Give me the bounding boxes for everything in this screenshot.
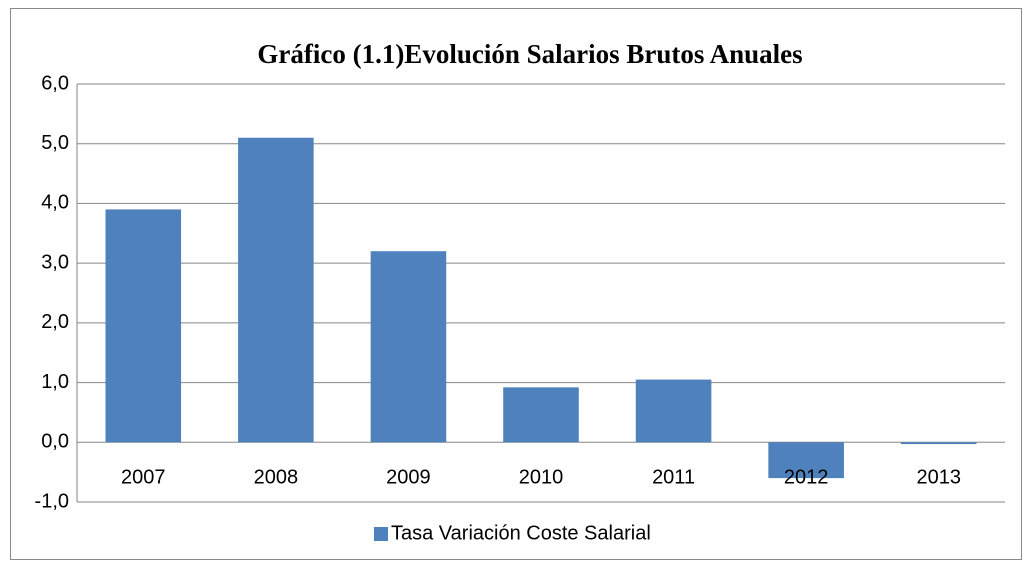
bar — [635, 379, 712, 443]
y-tick-label: 1,0 — [41, 371, 69, 393]
chart-title: Gráfico (1.1)Evolución Salarios Brutos A… — [257, 39, 802, 69]
legend-swatch — [374, 527, 388, 541]
bar — [900, 442, 977, 445]
y-tick-label: -1,0 — [35, 490, 69, 512]
bar — [105, 209, 182, 443]
x-tick-label: 2008 — [254, 467, 299, 489]
x-tick-label: 2012 — [784, 467, 829, 489]
y-tick-label: 4,0 — [41, 192, 69, 214]
y-tick-label: 6,0 — [41, 72, 69, 94]
x-tick-label: 2009 — [386, 467, 431, 489]
x-tick-label: 2011 — [652, 467, 695, 489]
legend-label: Tasa Variación Coste Salarial — [391, 522, 651, 544]
x-tick-label: 2010 — [519, 467, 564, 489]
x-tick-label: 2013 — [916, 467, 961, 489]
y-tick-label: 5,0 — [41, 132, 69, 154]
y-tick-label: 2,0 — [41, 311, 69, 333]
x-tick-label: 2007 — [121, 467, 166, 489]
bar — [238, 137, 314, 443]
bar — [370, 251, 447, 443]
bar — [503, 387, 579, 443]
y-tick-label: 3,0 — [41, 251, 69, 273]
y-tick-label: 0,0 — [41, 431, 69, 453]
bar — [768, 442, 844, 479]
